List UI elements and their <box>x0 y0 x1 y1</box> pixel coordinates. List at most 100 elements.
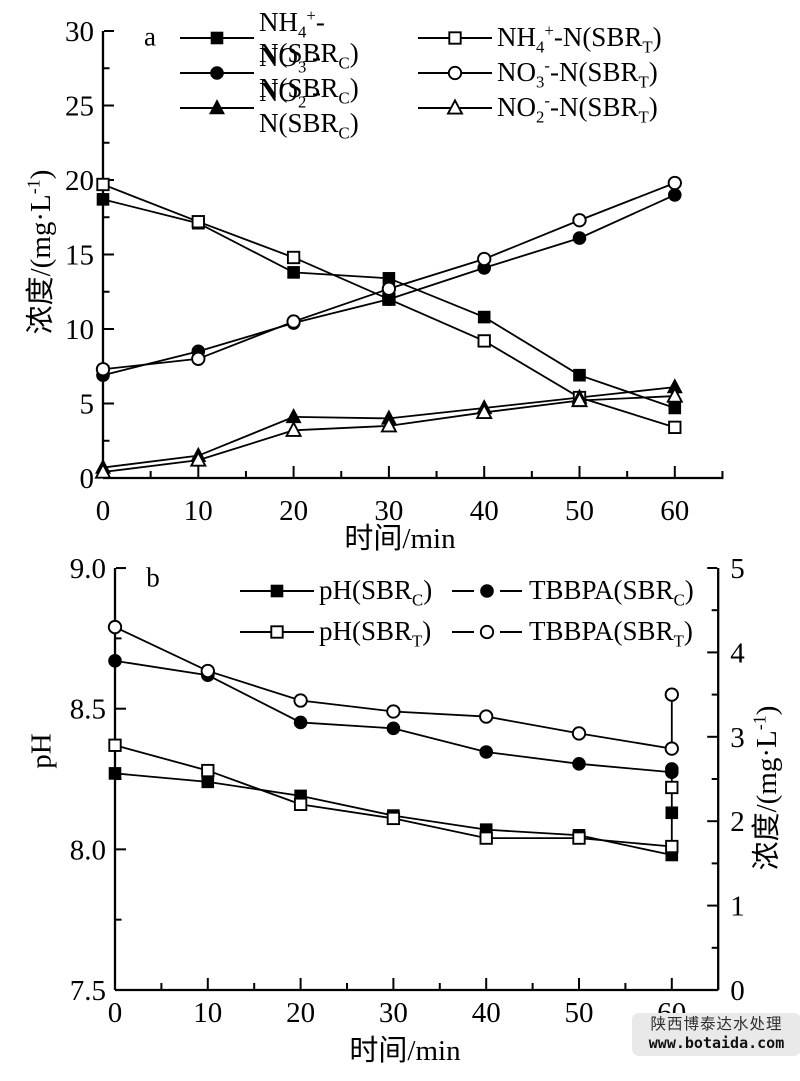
series-line <box>102 395 675 473</box>
legend-key <box>240 584 314 597</box>
panel-a-y-tick-label: 0 <box>80 463 95 495</box>
panel-b-y-left-tick-label: 8.0 <box>70 834 106 866</box>
panel-a-x-tick-label: 50 <box>565 495 594 527</box>
marker-square-open <box>477 334 491 348</box>
panel-b-y-right-tick-label: 3 <box>730 722 745 754</box>
marker-square-filled <box>477 310 491 324</box>
panel-a-y-tick-label: 30 <box>65 16 94 48</box>
legend-key <box>452 624 522 639</box>
watermark-url: www.botaida.com <box>648 1034 785 1053</box>
marker-square-open <box>668 420 682 434</box>
marker-circle-open <box>191 351 206 366</box>
panel-b-letter: b <box>146 562 160 593</box>
marker-circle-filled <box>386 721 401 736</box>
marker-circle-open <box>477 251 492 267</box>
legend-key <box>452 583 522 598</box>
panel-b-y-right-tick-label: 5 <box>730 553 745 585</box>
marker-circle-open <box>95 362 111 377</box>
panel-a-letter: a <box>144 21 156 52</box>
marker-circle-filled <box>572 231 587 245</box>
legend-item: pH(SBRC) <box>240 575 450 610</box>
panel-a-x-tick-label: 30 <box>374 495 403 527</box>
marker-triangle-open <box>446 97 464 115</box>
marker-square-open <box>665 780 679 795</box>
legend-item: NO2--N(SBRC) <box>180 75 418 142</box>
panel-b-y-right-tick-label: 1 <box>730 891 745 923</box>
legend-key <box>180 31 254 44</box>
panel-b-x-tick-label: 0 <box>108 997 123 1029</box>
legend-item: TBBPA(SBRC) <box>450 575 694 608</box>
marker-triangle-open <box>666 386 684 403</box>
legend-row: NH4+-N(SBRC) NH4+-N(SBRT) <box>180 7 662 71</box>
panel-a-x-tick-label: 10 <box>184 495 213 527</box>
marker-circle-open <box>381 281 397 296</box>
panel-b-y-left-tick-label: 7.5 <box>70 975 106 1007</box>
panel-a-y-tick-label: 20 <box>65 165 94 197</box>
panel-a-x-tick-label: 0 <box>96 495 111 527</box>
panel-b-x-axis-title: 时间/min <box>349 1035 461 1067</box>
marker-square-open <box>201 763 215 778</box>
marker-triangle-open <box>475 402 493 419</box>
legend-label: TBBPA(SBRT) <box>529 616 693 651</box>
panel-a: 0 5 10 15 20 25 30 0 10 20 30 40 50 60 <box>65 16 724 527</box>
legend-key <box>418 97 492 115</box>
marker-circle-filled <box>667 188 682 202</box>
marker-circle-open <box>447 65 463 80</box>
marker-square-filled <box>573 368 586 382</box>
marker-triangle-open <box>380 416 398 433</box>
legend-label: pH(SBRC) <box>319 575 433 610</box>
legend-label: NO2--N(SBRC) <box>259 75 359 142</box>
marker-triangle-open <box>285 420 303 437</box>
marker-square-open <box>191 215 205 229</box>
marker-circle-open <box>107 619 123 635</box>
marker-circle-open <box>664 741 679 756</box>
panel-a-legend: NH4+-N(SBRC) NH4+-N(SBRT) NO3--N(SBRC) NO3-… <box>180 7 662 141</box>
marker-circle-filled <box>293 715 308 730</box>
panel-b-x-tick-label: 40 <box>472 997 501 1029</box>
legend-row: NO2--N(SBRC) NO2--N(SBRT) <box>180 77 662 141</box>
legend-item: NH4+-N(SBRC) <box>180 5 418 72</box>
panel-b-y-left-tick-label: 9.0 <box>70 553 106 585</box>
panel-a-x-axis-title: 时间/min <box>344 523 456 555</box>
marker-square-open <box>665 839 679 854</box>
marker-triangle-open <box>189 450 207 467</box>
panel-b-y-left-tick-label: 8.5 <box>70 694 106 726</box>
marker-triangle-filled <box>285 408 302 424</box>
panel-b-y-right-tick-label: 2 <box>730 806 745 838</box>
marker-circle-filled <box>210 65 224 80</box>
marker-triangle-filled <box>209 98 225 114</box>
panel-a-y-tick-label: 5 <box>80 389 95 421</box>
panel-a-y-tick-label: 10 <box>65 314 94 346</box>
marker-square-open <box>286 250 301 265</box>
legend-key <box>418 65 492 80</box>
marker-circle-open <box>479 624 495 639</box>
legend-label: pH(SBRT) <box>319 616 432 651</box>
marker-square-open <box>572 831 586 845</box>
marker-circle-open <box>386 704 401 719</box>
panel-b-y-right-axis-title: 浓度/(mg·L-1) <box>749 705 783 871</box>
marker-square-filled <box>665 806 679 820</box>
legend-row: NO3--N(SBRC) NO3--N(SBRT) <box>180 42 662 106</box>
legend-label: NO3--N(SBRT) <box>497 56 658 92</box>
panel-a-y-axis-title: 浓度/(mg·L-1) <box>23 169 57 335</box>
series-line <box>114 744 672 848</box>
legend-label: NH4+-N(SBRT) <box>497 21 662 57</box>
panel-b-legend: pH(SBRC) TBBPA(SBRC) pH(SBRT) TBBPA(SBRT) <box>240 570 694 652</box>
panel-a-x-tick-label: 40 <box>470 495 499 527</box>
legend-item: NO3--N(SBRC) <box>180 42 418 106</box>
marker-circle-filled <box>479 745 493 759</box>
marker-circle-filled <box>480 583 494 598</box>
panel-b-x-tick-label: 10 <box>193 997 222 1029</box>
marker-circle-open <box>664 687 679 702</box>
legend-key <box>180 98 254 114</box>
marker-square-filled <box>108 767 122 780</box>
watermark-text: 陕西博泰达水处理 <box>650 1015 783 1033</box>
marker-triangle-open <box>570 390 589 408</box>
legend-label: NH4+-N(SBRC) <box>259 5 359 72</box>
legend-key <box>180 65 254 80</box>
panel-b: 7.58.08.59.00123450102030405060 <box>70 553 745 1029</box>
marker-square-open <box>293 797 308 811</box>
marker-square-filled <box>96 193 110 206</box>
